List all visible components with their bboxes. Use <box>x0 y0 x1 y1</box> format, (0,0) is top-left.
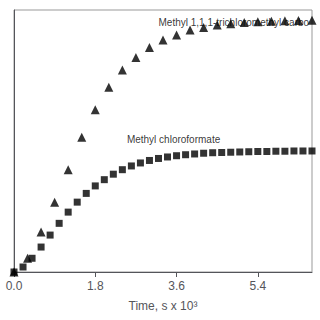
svg-text:5.4: 5.4 <box>249 279 266 293</box>
svg-text:Time, s x 10³: Time, s x 10³ <box>129 299 198 313</box>
svg-text:3.6: 3.6 <box>168 279 185 293</box>
svg-text:0.0: 0.0 <box>6 279 23 293</box>
svg-text:Methyl chloroformate: Methyl chloroformate <box>127 134 221 145</box>
svg-text:Methyl 1,1,1-trichloromethyl c: Methyl 1,1,1-trichloromethyl carbo <box>158 17 309 28</box>
svg-text:1.8: 1.8 <box>87 279 104 293</box>
